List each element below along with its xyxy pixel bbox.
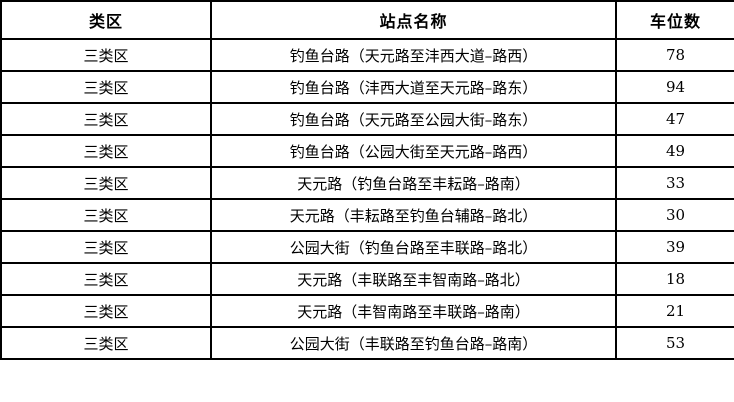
table-row: 三类区 天元路（丰联路至丰智南路–路北） 18 xyxy=(0,262,734,296)
spaces-cell: 49 xyxy=(615,134,734,168)
zone-cell: 三类区 xyxy=(0,102,212,136)
spaces-cell: 78 xyxy=(615,38,734,72)
station-cell: 天元路（丰耘路至钓鱼台辅路–路北） xyxy=(210,198,617,232)
zone-cell: 三类区 xyxy=(0,70,212,104)
spaces-cell: 18 xyxy=(615,262,734,296)
station-cell: 钓鱼台路（天元路至沣西大道–路西） xyxy=(210,38,617,72)
spaces-cell: 94 xyxy=(615,70,734,104)
zone-cell: 三类区 xyxy=(0,230,212,264)
spaces-cell: 21 xyxy=(615,294,734,328)
table-row: 三类区 钓鱼台路（公园大街至天元路–路西） 49 xyxy=(0,134,734,168)
zone-cell: 三类区 xyxy=(0,166,212,200)
table-row: 三类区 钓鱼台路（天元路至公园大街–路东） 47 xyxy=(0,102,734,136)
table-row: 三类区 钓鱼台路（沣西大道至天元路–路东） 94 xyxy=(0,70,734,104)
table-row: 三类区 公园大街（钓鱼台路至丰联路–路北） 39 xyxy=(0,230,734,264)
zone-cell: 三类区 xyxy=(0,38,212,72)
zone-cell: 三类区 xyxy=(0,198,212,232)
station-cell: 钓鱼台路（沣西大道至天元路–路东） xyxy=(210,70,617,104)
station-cell: 钓鱼台路（天元路至公园大街–路东） xyxy=(210,102,617,136)
station-cell: 天元路（钓鱼台路至丰耘路–路南） xyxy=(210,166,617,200)
header-row: 类区 站点名称 车位数 xyxy=(0,0,734,40)
table-row: 三类区 公园大街（丰联路至钓鱼台路–路南） 53 xyxy=(0,326,734,360)
zone-cell: 三类区 xyxy=(0,134,212,168)
header-parking-spaces: 车位数 xyxy=(615,0,734,40)
spaces-cell: 33 xyxy=(615,166,734,200)
spaces-cell: 53 xyxy=(615,326,734,360)
spaces-cell: 47 xyxy=(615,102,734,136)
station-cell: 天元路（丰智南路至丰联路–路南） xyxy=(210,294,617,328)
header-zone: 类区 xyxy=(0,0,212,40)
table-row: 三类区 钓鱼台路（天元路至沣西大道–路西） 78 xyxy=(0,38,734,72)
header-station-name: 站点名称 xyxy=(210,0,617,40)
station-cell: 公园大街（钓鱼台路至丰联路–路北） xyxy=(210,230,617,264)
spaces-cell: 30 xyxy=(615,198,734,232)
table-body: 三类区 钓鱼台路（天元路至沣西大道–路西） 78 三类区 钓鱼台路（沣西大道至天… xyxy=(0,38,734,360)
zone-cell: 三类区 xyxy=(0,326,212,360)
parking-spaces-table: 类区 站点名称 车位数 三类区 钓鱼台路（天元路至沣西大道–路西） 78 三类区… xyxy=(0,0,734,360)
station-cell: 天元路（丰联路至丰智南路–路北） xyxy=(210,262,617,296)
station-cell: 公园大街（丰联路至钓鱼台路–路南） xyxy=(210,326,617,360)
table-row: 三类区 天元路（丰耘路至钓鱼台辅路–路北） 30 xyxy=(0,198,734,232)
table-row: 三类区 天元路（钓鱼台路至丰耘路–路南） 33 xyxy=(0,166,734,200)
spaces-cell: 39 xyxy=(615,230,734,264)
table-row: 三类区 天元路（丰智南路至丰联路–路南） 21 xyxy=(0,294,734,328)
station-cell: 钓鱼台路（公园大街至天元路–路西） xyxy=(210,134,617,168)
zone-cell: 三类区 xyxy=(0,262,212,296)
table-header: 类区 站点名称 车位数 xyxy=(0,0,734,40)
zone-cell: 三类区 xyxy=(0,294,212,328)
